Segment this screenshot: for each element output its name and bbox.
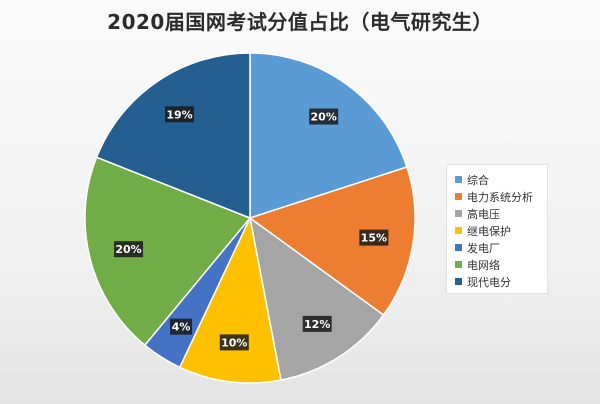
data-label-text: 15% [361,232,387,245]
legend-item-1: 综合 [455,171,541,188]
pie-slice-2 [248,166,416,317]
legend-label: 发电厂 [467,241,500,255]
data-label-box [219,334,249,351]
data-label-7: 19% [165,106,195,123]
legend-swatch [455,261,462,268]
legend-swatch [455,278,462,285]
legend-label: 现代电分 [467,275,511,289]
legend-swatch [455,176,462,183]
data-label-box [309,108,339,125]
pie-slice-7 [95,52,251,220]
data-label-1: 20% [309,108,339,125]
data-label-box [170,318,193,335]
data-label-box [359,229,389,246]
data-label-6: 20% [114,241,144,258]
legend-swatch [455,193,462,200]
legend-item-5: 发电厂 [455,239,541,256]
legend-swatch [455,244,462,251]
data-label-text: 20% [115,243,141,256]
legend-label: 继电保护 [467,224,511,238]
legend-label: 电力系统分析 [467,190,533,204]
legend-label: 综合 [467,173,489,187]
data-label-4: 10% [219,334,249,351]
chart-legend: 综合电力系统分析 高电压继电保护发电厂电网络现代电分 [446,164,548,294]
legend-item-4: 继电保护 [455,222,541,239]
chart-title: 2020届国网考试分值占比（电气研究生） [107,10,493,34]
pie-slice-3 [248,216,385,381]
data-label-box [165,106,195,123]
legend-label: 电网络 [467,258,500,272]
pie-slice-1 [249,52,408,220]
pie-slice-4 [178,215,282,384]
legend-item-2: 电力系统分析 [455,188,541,205]
legend-item-3: 高电压 [455,205,541,222]
data-label-text: 19% [166,108,192,121]
legend-item-6: 电网络 [455,256,541,273]
legend-item-7: 现代电分 [455,273,541,290]
data-label-2: 15% [359,229,389,246]
data-label-box [302,315,332,332]
pie-slice-6 [84,156,252,347]
legend-swatch [455,227,462,234]
legend-swatch [455,210,462,217]
data-label-text: 20% [311,111,337,124]
data-label-text: 12% [304,318,330,331]
data-label-text: 10% [221,336,247,349]
data-label-text: 4% [172,321,191,334]
legend-label: 高电压 [467,207,500,221]
data-label-3: 12% [302,315,332,332]
data-label-5: 4% [170,318,193,335]
data-label-box [114,241,144,258]
